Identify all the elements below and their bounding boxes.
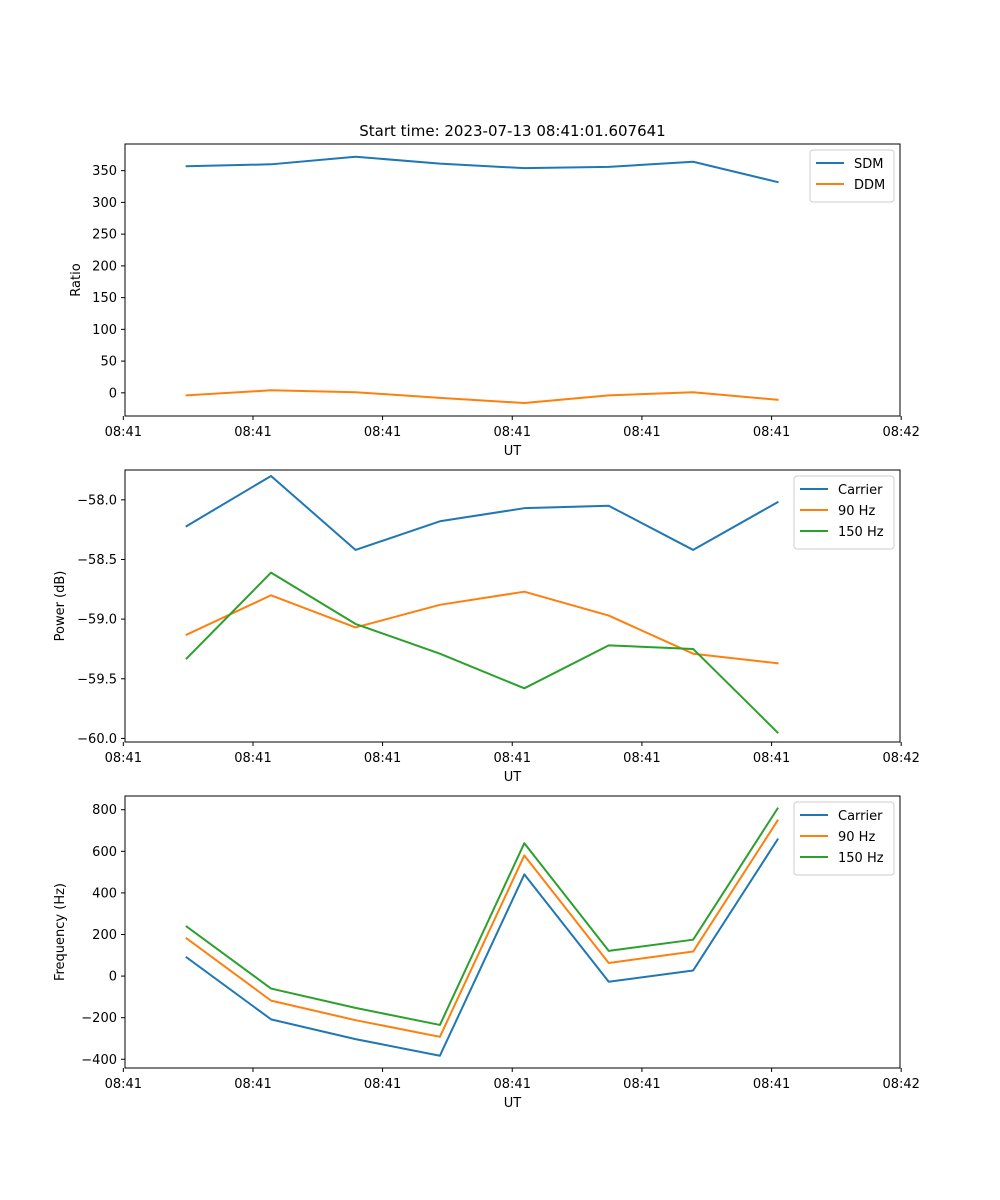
x-tick-label: 08:41 — [105, 1077, 142, 1092]
x-tick-label: 08:41 — [494, 425, 531, 440]
series-line-90-hz — [185, 819, 779, 1038]
y-tick-label: 200 — [92, 259, 117, 274]
x-tick-label: 08:41 — [623, 1077, 660, 1092]
y-tick-label: −58.5 — [77, 553, 117, 568]
y-tick-label: 50 — [100, 355, 117, 370]
series-line-ddm — [185, 389, 779, 404]
y-tick-label: 400 — [92, 886, 117, 901]
x-tick-label: 08:41 — [753, 425, 790, 440]
y-tick-label: 250 — [92, 228, 117, 243]
legend-label: 150 Hz — [838, 525, 884, 540]
legend-label: Carrier — [838, 809, 883, 824]
x-tick-label: 08:41 — [753, 1077, 790, 1092]
x-tick-label: 08:41 — [364, 425, 401, 440]
legend-label: 150 Hz — [838, 851, 884, 866]
x-tick-label: 08:42 — [882, 1077, 919, 1092]
subplot-1: Start time: 2023-07-13 08:41:01.607641 08… — [69, 122, 920, 459]
y-axis-label: Power (dB) — [53, 571, 68, 642]
chart-title: Start time: 2023-07-13 08:41:01.607641 — [359, 122, 665, 140]
legend-label: 90 Hz — [838, 504, 875, 519]
x-tick-label: 08:41 — [105, 425, 142, 440]
x-tick-label: 08:42 — [882, 751, 919, 766]
plot-frame — [124, 795, 901, 1069]
series-line-90-hz — [185, 590, 779, 665]
y-tick-label: 200 — [92, 928, 117, 943]
y-tick-label: 800 — [92, 803, 117, 818]
x-tick-label: 08:41 — [105, 751, 142, 766]
y-tick-label: 0 — [109, 970, 117, 985]
series-line-carrier — [185, 474, 779, 551]
x-tick-label: 08:41 — [234, 1077, 271, 1092]
y-tick-label: 100 — [92, 323, 117, 338]
series-line-carrier — [185, 838, 779, 1057]
x-tick-label: 08:41 — [623, 751, 660, 766]
y-tick-label: 300 — [92, 196, 117, 211]
legend: Carrier 90 Hz 150 Hz — [793, 801, 895, 876]
x-tick-label: 08:41 — [753, 751, 790, 766]
x-tick-label: 08:41 — [623, 425, 660, 440]
y-tick-label: 150 — [92, 291, 117, 306]
x-tick-label: 08:41 — [234, 425, 271, 440]
y-tick-label: −400 — [81, 1053, 117, 1068]
series-line-150-hz — [185, 807, 779, 1026]
x-axis-label: UT — [504, 770, 522, 785]
legend-label: Carrier — [838, 483, 883, 498]
y-tick-label: 0 — [109, 386, 117, 401]
legend-label: SDM — [854, 157, 883, 172]
x-tick-label: 08:41 — [234, 751, 271, 766]
y-tick-label: −200 — [81, 1011, 117, 1026]
series-line-150-hz — [185, 571, 780, 734]
y-tick-label: 350 — [92, 164, 117, 179]
x-tick-label: 08:41 — [364, 1077, 401, 1092]
plot-frame — [124, 143, 901, 417]
x-axis-label: UT — [504, 444, 522, 459]
x-tick-label: 08:41 — [494, 751, 531, 766]
series-line-sdm — [185, 155, 779, 184]
y-tick-label: −58.0 — [77, 493, 117, 508]
y-tick-label: 600 — [92, 845, 117, 860]
subplot-3: 08:41 08:41 08:41 08:41 08:41 08:41 08:42 −400 −… — [53, 795, 920, 1111]
subplot-2: 08:41 08:41 08:41 08:41 08:41 08:41 08:42 −60.0… — [53, 469, 920, 785]
y-tick-label: −59.5 — [77, 672, 117, 687]
y-tick-label: −60.0 — [77, 732, 117, 747]
y-axis-label: Ratio — [69, 263, 84, 296]
legend-label: DDM — [854, 178, 885, 193]
legend: Carrier 90 Hz 150 Hz — [793, 475, 895, 550]
x-axis-label: UT — [504, 1096, 522, 1111]
legend-label: 90 Hz — [838, 830, 875, 845]
x-tick-label: 08:42 — [882, 425, 919, 440]
y-tick-label: −59.0 — [77, 613, 117, 628]
x-tick-label: 08:41 — [364, 751, 401, 766]
legend: SDM DDM — [809, 149, 895, 203]
x-tick-label: 08:41 — [494, 1077, 531, 1092]
y-axis-label: Frequency (Hz) — [53, 883, 68, 981]
